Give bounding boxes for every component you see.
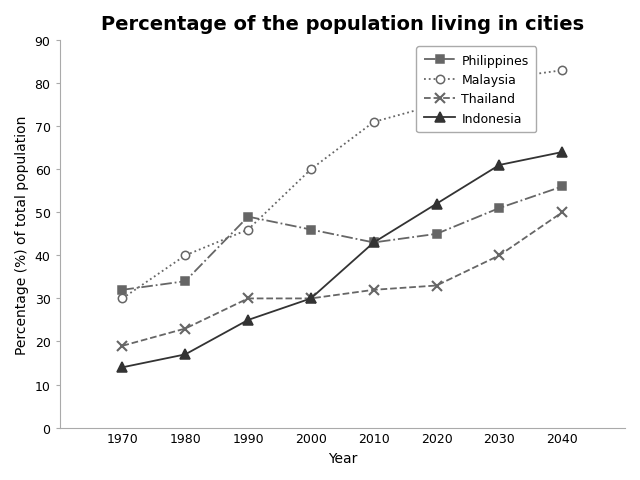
X-axis label: Year: Year <box>328 451 357 465</box>
Malaysia <box>370 120 378 126</box>
Indonesia <box>181 352 189 358</box>
Indonesia <box>558 150 566 156</box>
Thailand <box>558 210 566 216</box>
Y-axis label: Percentage (%) of total population: Percentage (%) of total population <box>15 115 29 354</box>
Malaysia <box>118 296 126 302</box>
Line: Indonesia: Indonesia <box>118 148 567 372</box>
Line: Thailand: Thailand <box>118 208 567 351</box>
Thailand <box>118 343 126 349</box>
Thailand <box>307 296 315 302</box>
Philippines <box>244 214 252 220</box>
Philippines <box>118 288 126 293</box>
Malaysia <box>307 167 315 173</box>
Thailand <box>181 326 189 332</box>
Thailand <box>244 296 252 302</box>
Philippines <box>181 279 189 285</box>
Thailand <box>495 253 503 259</box>
Philippines <box>495 206 503 212</box>
Thailand <box>370 288 378 293</box>
Indonesia <box>118 365 126 371</box>
Line: Philippines: Philippines <box>118 183 566 294</box>
Malaysia <box>558 68 566 74</box>
Malaysia <box>181 253 189 259</box>
Line: Malaysia: Malaysia <box>118 67 566 303</box>
Philippines <box>433 231 440 237</box>
Philippines <box>558 184 566 190</box>
Malaysia <box>244 227 252 233</box>
Thailand <box>433 283 440 289</box>
Indonesia <box>307 296 315 302</box>
Indonesia <box>433 202 440 207</box>
Malaysia <box>433 103 440 108</box>
Legend: Philippines, Malaysia, Thailand, Indonesia: Philippines, Malaysia, Thailand, Indones… <box>417 47 536 133</box>
Philippines <box>307 227 315 233</box>
Indonesia <box>244 317 252 323</box>
Indonesia <box>495 163 503 168</box>
Title: Percentage of the population living in cities: Percentage of the population living in c… <box>100 15 584 34</box>
Malaysia <box>495 77 503 83</box>
Philippines <box>370 240 378 246</box>
Indonesia <box>370 240 378 246</box>
